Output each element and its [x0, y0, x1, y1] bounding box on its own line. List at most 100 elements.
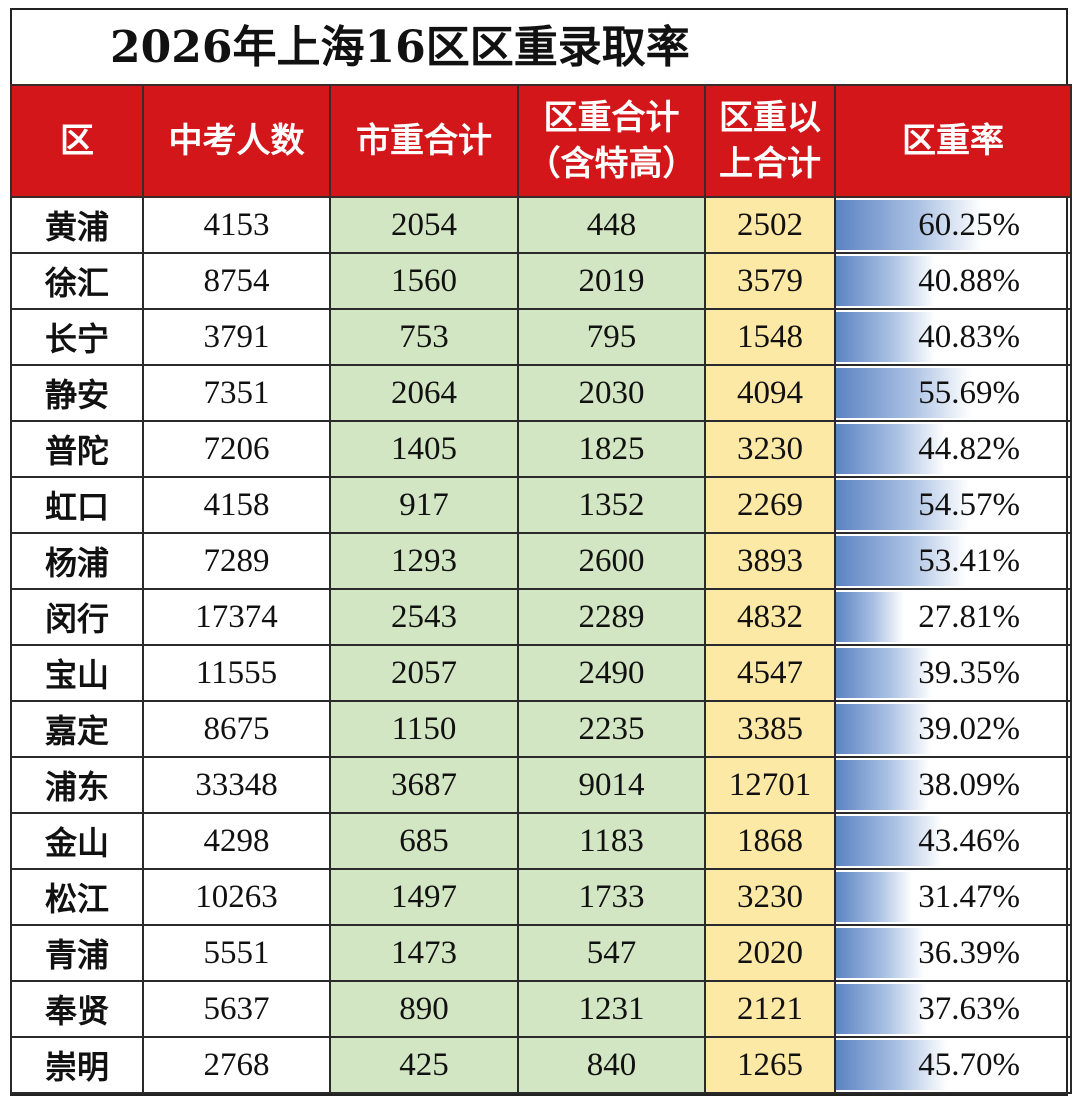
city-key-total-cell: 2543 [329, 588, 519, 646]
table-row: 徐汇 8754 1560 2019 3579 40.88% [10, 252, 1072, 310]
city-key-total-cell: 917 [329, 476, 519, 534]
table-row: 松江 10263 1497 1733 3230 31.47% [10, 868, 1072, 926]
rate-cell: 44.82% [834, 420, 1072, 478]
district-key-total-cell: 1825 [517, 420, 706, 478]
district-key-total-cell: 2019 [517, 252, 706, 310]
exam-count-cell: 17374 [142, 588, 331, 646]
district-cell: 松江 [10, 868, 144, 926]
city-key-total-cell: 753 [329, 308, 519, 366]
table-body: 黄浦 4153 2054 448 2502 60.25% 徐汇 8754 1560 2019 357… [10, 196, 1072, 1094]
district-cell: 奉贤 [10, 980, 144, 1038]
rate-bar [836, 256, 935, 306]
district-key-total-cell: 448 [517, 196, 706, 254]
district-cell: 金山 [10, 812, 144, 870]
district-key-total-cell: 1183 [517, 812, 706, 870]
table-row: 长宁 3791 753 795 1548 40.83% [10, 308, 1072, 366]
table-row: 杨浦 7289 1293 2600 3893 53.41% [10, 532, 1072, 590]
exam-count-cell: 11555 [142, 644, 331, 702]
rate-text: 40.88% [918, 262, 1020, 299]
rate-bar [836, 1040, 947, 1090]
admission-rate-table: 区 中考人数 市重合计 区重合计 （含特高） 区重以 上合计 区重率 黄浦 415… [10, 84, 1072, 1094]
rate-cell: 60.25% [834, 196, 1072, 254]
rate-text: 36.39% [918, 934, 1020, 971]
header-exam-count: 中考人数 [142, 84, 331, 198]
city-key-total-cell: 685 [329, 812, 519, 870]
rate-cell: 31.47% [834, 868, 1072, 926]
rate-cell: 55.69% [834, 364, 1072, 422]
exam-count-cell: 7289 [142, 532, 331, 590]
exam-count-cell: 5551 [142, 924, 331, 982]
city-key-total-cell: 1293 [329, 532, 519, 590]
district-cell: 青浦 [10, 924, 144, 982]
rate-cell: 43.46% [834, 812, 1072, 870]
district-key-total-cell: 2289 [517, 588, 706, 646]
exam-count-cell: 7206 [142, 420, 331, 478]
above-district-key-cell: 2121 [704, 980, 836, 1038]
district-cell: 黄浦 [10, 196, 144, 254]
table-row: 青浦 5551 1473 547 2020 36.39% [10, 924, 1072, 982]
header-district: 区 [10, 84, 144, 198]
above-district-key-cell: 2502 [704, 196, 836, 254]
rate-text: 43.46% [918, 822, 1020, 859]
city-key-total-cell: 1560 [329, 252, 519, 310]
above-district-key-cell: 3230 [704, 420, 836, 478]
above-district-key-cell: 4547 [704, 644, 836, 702]
above-district-key-cell: 1868 [704, 812, 836, 870]
district-cell: 普陀 [10, 420, 144, 478]
above-district-key-cell: 3230 [704, 868, 836, 926]
rate-text: 38.09% [918, 766, 1020, 803]
table-row: 虹口 4158 917 1352 2269 54.57% [10, 476, 1072, 534]
district-key-total-cell: 1733 [517, 868, 706, 926]
district-key-total-cell: 9014 [517, 756, 706, 814]
district-cell: 崇明 [10, 1036, 144, 1094]
exam-count-cell: 7351 [142, 364, 331, 422]
city-key-total-cell: 1150 [329, 700, 519, 758]
header-above-district-key: 区重以 上合计 [704, 84, 836, 198]
rate-bar [836, 424, 945, 474]
rate-text: 45.70% [918, 1046, 1020, 1083]
above-district-key-cell: 3893 [704, 532, 836, 590]
rate-cell: 45.70% [834, 1036, 1072, 1094]
rate-text: 39.35% [918, 654, 1020, 691]
rate-cell: 36.39% [834, 924, 1072, 982]
exam-count-cell: 2768 [142, 1036, 331, 1094]
rate-text: 31.47% [918, 878, 1020, 915]
rate-cell: 40.88% [834, 252, 1072, 310]
rate-text: 60.25% [918, 206, 1020, 243]
above-district-key-cell: 1548 [704, 308, 836, 366]
city-key-total-cell: 2054 [329, 196, 519, 254]
district-cell: 嘉定 [10, 700, 144, 758]
rate-bar [836, 368, 971, 418]
header-district-key-rate: 区重率 [834, 84, 1072, 198]
rate-text: 55.69% [918, 374, 1020, 411]
district-cell: 静安 [10, 364, 144, 422]
district-key-total-cell: 840 [517, 1036, 706, 1094]
rate-cell: 53.41% [834, 532, 1072, 590]
district-cell: 宝山 [10, 644, 144, 702]
rate-cell: 40.83% [834, 308, 1072, 366]
table-row: 崇明 2768 425 840 1265 45.70% [10, 1036, 1072, 1094]
exam-count-cell: 8675 [142, 700, 331, 758]
table-row: 奉贤 5637 890 1231 2121 37.63% [10, 980, 1072, 1038]
district-cell: 虹口 [10, 476, 144, 534]
city-key-total-cell: 425 [329, 1036, 519, 1094]
district-key-total-cell: 2030 [517, 364, 706, 422]
page-title: 2026年上海16区区重录取率 [110, 22, 690, 73]
rate-text: 53.41% [918, 542, 1020, 579]
above-district-key-cell: 3385 [704, 700, 836, 758]
above-district-key-cell: 12701 [704, 756, 836, 814]
table-row: 闵行 17374 2543 2289 4832 27.81% [10, 588, 1072, 646]
rate-text: 39.02% [918, 710, 1020, 747]
district-key-total-cell: 2490 [517, 644, 706, 702]
rate-cell: 27.81% [834, 588, 1072, 646]
exam-count-cell: 3791 [142, 308, 331, 366]
table-row: 普陀 7206 1405 1825 3230 44.82% [10, 420, 1072, 478]
city-key-total-cell: 1497 [329, 868, 519, 926]
above-district-key-cell: 4094 [704, 364, 836, 422]
rate-text: 27.81% [918, 598, 1020, 635]
exam-count-cell: 5637 [142, 980, 331, 1038]
rate-bar [836, 928, 924, 978]
rate-bar [836, 648, 932, 698]
rate-bar [836, 760, 929, 810]
rate-text: 40.83% [918, 318, 1020, 355]
